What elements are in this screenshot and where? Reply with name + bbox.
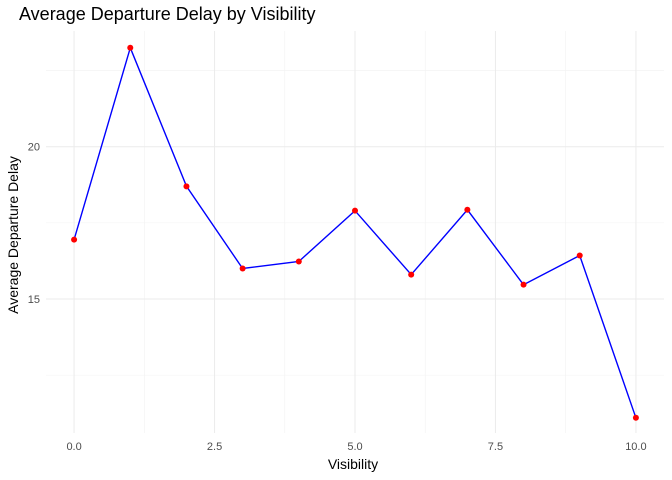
- x-tick-label: 2.5: [207, 441, 222, 453]
- y-tick-label: 20: [28, 142, 40, 154]
- x-tick-label: 5.0: [347, 441, 362, 453]
- series: [71, 44, 639, 421]
- data-point: [127, 44, 134, 51]
- data-point: [71, 236, 78, 243]
- x-tick-label: 0.0: [66, 441, 81, 453]
- data-point: [295, 258, 302, 265]
- data-point: [464, 206, 471, 213]
- data-point: [352, 207, 358, 214]
- data-point: [408, 271, 415, 278]
- x-axis-title: Visibility: [328, 456, 378, 472]
- y-tick-label: 15: [28, 294, 40, 306]
- data-point: [576, 252, 583, 259]
- data-point: [632, 414, 639, 421]
- x-tick-label: 7.5: [488, 441, 503, 453]
- data-point: [183, 183, 190, 190]
- data-point: [520, 281, 527, 288]
- chart-title: Average Departure Delay by Visibility: [19, 4, 315, 24]
- x-tick-labels: 0.0 2.5 5.0 7.5 10.0: [66, 441, 646, 453]
- grid: [46, 31, 664, 433]
- x-tick-label: 10.0: [625, 441, 646, 453]
- y-axis-title: Average Departure Delay: [5, 156, 21, 314]
- data-point: [239, 265, 246, 272]
